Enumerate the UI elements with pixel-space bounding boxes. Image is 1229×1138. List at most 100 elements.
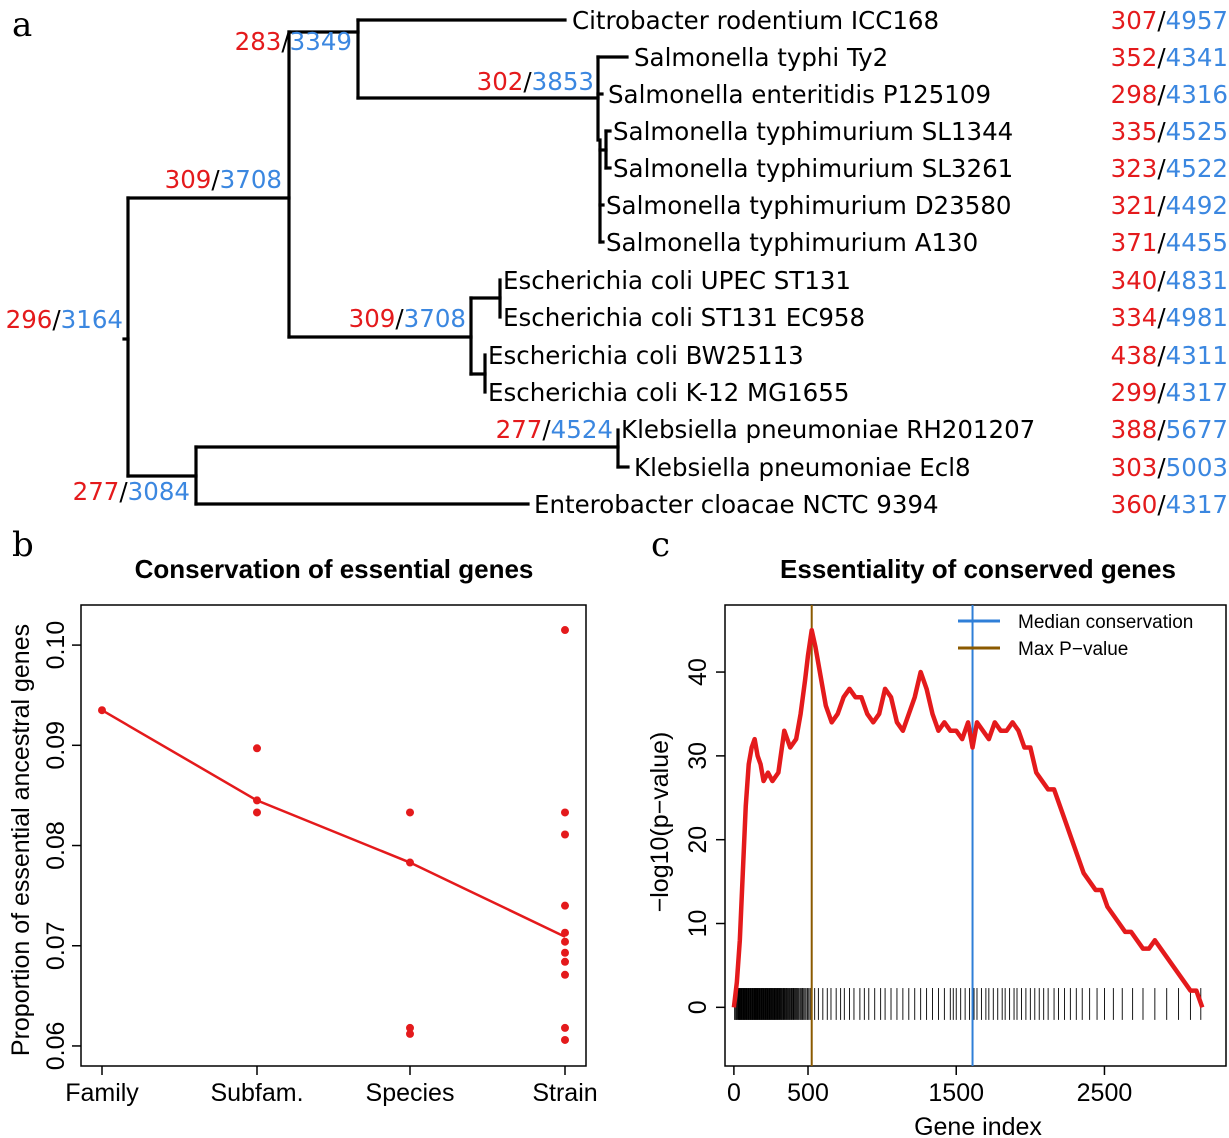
y-axis-label: −log10(p−value) xyxy=(646,732,674,913)
tip-count: 371/4455 xyxy=(1111,228,1228,257)
y-tick-label: 20 xyxy=(684,826,712,854)
essential-count: 303 xyxy=(1111,453,1158,482)
rug-marks xyxy=(734,988,1202,1020)
tip-label: Citrobacter rodentium ICC168 xyxy=(572,6,939,35)
x-tick-label: 0 xyxy=(727,1079,741,1107)
y-tick-label: 40 xyxy=(684,658,712,686)
y-tick-label: 10 xyxy=(684,910,712,938)
legend-label: Max P−value xyxy=(1018,639,1128,660)
essential-count: 309 xyxy=(165,165,212,194)
data-point xyxy=(253,796,261,805)
ancestral-count: 4524 xyxy=(551,415,613,444)
data-point xyxy=(561,937,569,946)
x-tick-label: Species xyxy=(366,1079,455,1107)
ancestral-count: 5003 xyxy=(1166,453,1228,482)
data-point xyxy=(561,970,569,979)
ancestral-count: 3349 xyxy=(290,27,352,56)
tip-label: Salmonella typhimurium D23580 xyxy=(606,191,1012,220)
essential-count: 334 xyxy=(1111,303,1158,332)
count-separator: / xyxy=(52,305,61,334)
data-point xyxy=(406,858,414,867)
tip-count: 299/4317 xyxy=(1111,378,1228,407)
plot-frame xyxy=(724,604,1227,1067)
tree-node-counts: 296/3164 309/3708 283/3349 302/3853 309/… xyxy=(6,27,613,506)
essential-count: 335 xyxy=(1111,117,1158,146)
pvalue-curve xyxy=(731,627,1205,1009)
axes: Family Subfam. Species Strain 0.06 0.07 0.08 0.… xyxy=(42,621,598,1107)
x-tick-label: 2500 xyxy=(1077,1079,1133,1107)
y-axis-label: Proportion of essential ancestral genes xyxy=(7,624,35,1056)
tip-count: 352/4341 xyxy=(1111,43,1228,72)
x-tick-label: Strain xyxy=(532,1079,597,1107)
ancestral-count: 5677 xyxy=(1166,415,1228,444)
essential-count: 438 xyxy=(1111,341,1158,370)
ancestral-count: 4831 xyxy=(1166,266,1228,295)
count-separator: / xyxy=(1157,378,1166,407)
data-point xyxy=(561,928,569,937)
ancestral-count: 4311 xyxy=(1166,341,1228,370)
count-separator: / xyxy=(523,67,532,96)
node-count: 302/3853 xyxy=(477,67,594,96)
tip-label: Salmonella typhimurium SL1344 xyxy=(613,117,1013,146)
node-count-root: 296/3164 xyxy=(6,305,123,334)
x-tick-label: Subfam. xyxy=(210,1079,303,1107)
essential-count: 307 xyxy=(1111,6,1158,35)
tip-count: 307/4957 xyxy=(1111,6,1228,35)
ancestral-count: 4317 xyxy=(1166,490,1228,519)
tip-count: 360/4317 xyxy=(1111,490,1228,519)
count-separator: / xyxy=(1157,117,1166,146)
essential-count: 371 xyxy=(1111,228,1158,257)
legend: Median conservation Max P−value xyxy=(958,612,1193,660)
node-count: 277/3084 xyxy=(73,477,190,506)
tip-count: 334/4981 xyxy=(1111,303,1228,332)
plot-frame xyxy=(80,604,587,1067)
count-separator: / xyxy=(1157,6,1166,35)
tree-branches xyxy=(122,18,630,506)
data-point xyxy=(406,808,414,817)
y-tick-label: 0.09 xyxy=(42,721,70,770)
data-point xyxy=(98,706,106,715)
tree-tip-counts: 307/4957 352/4341 298/4316 335/4525 323/… xyxy=(1111,6,1228,519)
legend-label: Median conservation xyxy=(1018,612,1193,633)
tree-tip-labels: Citrobacter rodentium ICC168 Salmonella … xyxy=(488,6,1035,519)
essential-count: 277 xyxy=(73,477,120,506)
tip-label: Klebsiella pneumoniae RH201207 xyxy=(621,415,1035,444)
count-separator: / xyxy=(1157,80,1166,109)
count-separator: / xyxy=(542,415,551,444)
ancestral-count: 3853 xyxy=(532,67,594,96)
node-count: 277/4524 xyxy=(496,415,613,444)
essential-count: 309 xyxy=(349,304,396,333)
count-separator: / xyxy=(395,304,404,333)
data-point xyxy=(406,1029,414,1038)
essential-count: 277 xyxy=(496,415,543,444)
tip-label: Salmonella typhi Ty2 xyxy=(634,43,888,72)
panel-c: c Essentiality of conserved genes −log10… xyxy=(646,525,1227,1138)
data-point xyxy=(561,808,569,817)
y-tick-label: 0.10 xyxy=(42,621,70,670)
tip-label: Escherichia coli UPEC ST131 xyxy=(503,266,851,295)
y-tick-label: 30 xyxy=(684,742,712,770)
data-point xyxy=(253,808,261,817)
x-tick-label: 500 xyxy=(787,1079,829,1107)
tip-label: Escherichia coli ST131 EC958 xyxy=(503,303,865,332)
essential-count: 296 xyxy=(6,305,53,334)
y-tick-label: 0 xyxy=(684,1000,712,1014)
y-tick-label: 0.07 xyxy=(42,921,70,970)
ancestral-count: 3084 xyxy=(128,477,190,506)
ancestral-count: 3164 xyxy=(61,305,123,334)
count-separator: / xyxy=(1157,228,1166,257)
data-point xyxy=(561,626,569,635)
count-separator: / xyxy=(1157,341,1166,370)
tip-count: 303/5003 xyxy=(1111,453,1228,482)
tip-label: Klebsiella pneumoniae Ecl8 xyxy=(634,453,971,482)
essential-count: 340 xyxy=(1111,266,1158,295)
data-point xyxy=(561,1023,569,1032)
essential-count: 283 xyxy=(235,27,282,56)
ancestral-count: 3708 xyxy=(220,165,282,194)
panel-b-letter: b xyxy=(12,525,34,565)
ancestral-count: 4981 xyxy=(1166,303,1228,332)
data-point xyxy=(406,1023,414,1032)
essential-count: 321 xyxy=(1111,191,1158,220)
y-tick-label: 0.08 xyxy=(42,821,70,870)
